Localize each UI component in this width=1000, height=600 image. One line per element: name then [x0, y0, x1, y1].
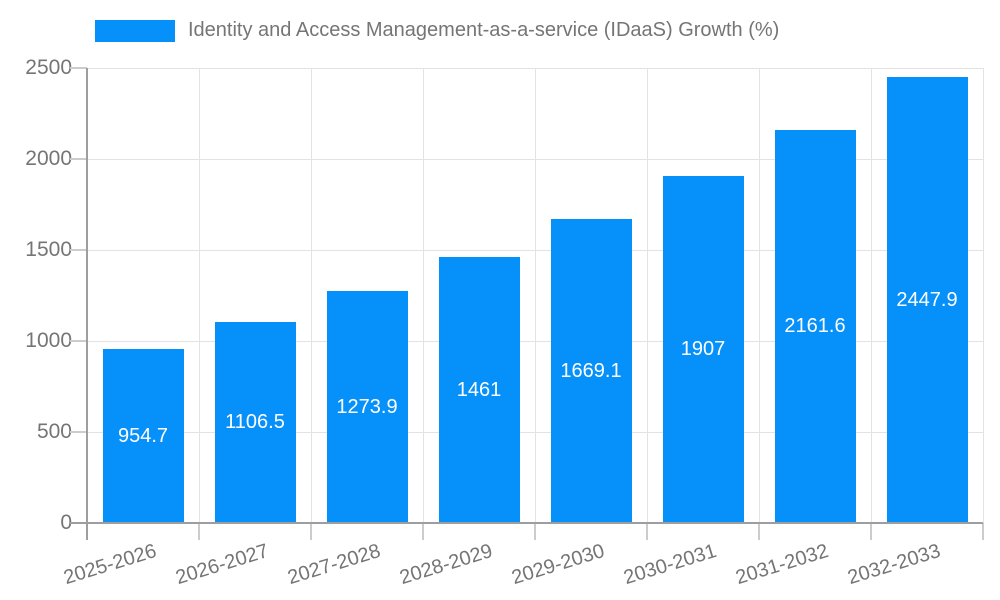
y-tick-mark — [70, 67, 87, 69]
bar-value-label: 1907 — [680, 337, 726, 360]
gridline-vertical — [646, 68, 648, 523]
gridline-vertical — [534, 68, 536, 523]
x-tick-label: 2029-2030 — [509, 540, 608, 590]
bar-value-label: 1669.1 — [560, 359, 622, 382]
y-tick-mark — [70, 249, 87, 251]
bar: 1907 — [662, 175, 744, 523]
bar-value-label: 2447.9 — [896, 288, 958, 311]
legend-swatch — [95, 19, 175, 42]
gridline-vertical — [422, 68, 424, 523]
bar: 1461 — [438, 257, 520, 523]
x-tick-label: 2031-2032 — [733, 540, 832, 590]
bar-value-label: 2161.6 — [784, 314, 846, 337]
x-tick-mark — [198, 523, 200, 540]
bar-value-label: 1461 — [456, 378, 502, 401]
x-axis-line — [70, 522, 983, 524]
bar: 1273.9 — [326, 291, 408, 523]
bar: 1106.5 — [214, 321, 296, 523]
x-tick-mark — [758, 523, 760, 540]
x-tick-label: 2032-2033 — [845, 540, 944, 590]
bar: 954.7 — [102, 349, 184, 523]
x-tick-mark — [310, 523, 312, 540]
y-tick-mark — [70, 158, 87, 160]
plot-area: 954.7 1106.5 1273.9 1461 1669.1 1907 2161.6 244… — [86, 67, 984, 524]
gridline-vertical — [310, 68, 312, 523]
bar: 2161.6 — [774, 129, 856, 523]
legend: Identity and Access Management-as-a-serv… — [95, 19, 779, 42]
y-tick-label: 2500 — [25, 56, 72, 79]
bar-value-label: 1106.5 — [225, 410, 285, 433]
x-tick-mark — [982, 523, 984, 540]
x-tick-mark — [422, 523, 424, 540]
gridline-vertical — [758, 68, 760, 523]
x-tick-label: 2027-2028 — [285, 540, 384, 590]
bar-value-label: 954.7 — [117, 424, 169, 447]
bar-value-label: 1273.9 — [336, 395, 398, 418]
gridline-vertical — [870, 68, 872, 523]
x-tick-label: 2030-2031 — [621, 540, 720, 590]
bar: 1669.1 — [550, 219, 632, 523]
y-axis-line — [86, 68, 88, 540]
y-tick-label: 0 — [60, 511, 72, 534]
y-tick-label: 1000 — [25, 329, 72, 352]
y-tick-mark — [70, 340, 87, 342]
y-tick-label: 2000 — [25, 147, 72, 170]
y-tick-label: 500 — [36, 420, 72, 443]
y-tick-mark — [70, 431, 87, 433]
x-tick-label: 2025-2026 — [61, 540, 160, 590]
y-tick-label: 1500 — [25, 238, 72, 261]
x-tick-mark — [646, 523, 648, 540]
gridline-vertical — [198, 68, 200, 523]
x-tick-mark — [870, 523, 872, 540]
x-axis-tick-labels: 2025-2026 2026-2027 2027-2028 2028-2029 2029… — [62, 534, 983, 600]
gridline-vertical — [982, 68, 984, 523]
x-tick-label: 2026-2027 — [173, 540, 272, 590]
x-tick-label: 2028-2029 — [397, 540, 496, 590]
x-tick-mark — [534, 523, 536, 540]
bar: 2447.9 — [886, 77, 968, 523]
legend-label: Identity and Access Management-as-a-serv… — [188, 19, 780, 41]
